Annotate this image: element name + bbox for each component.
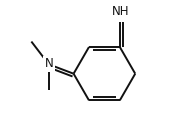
Text: N: N bbox=[44, 57, 53, 70]
Text: NH: NH bbox=[112, 5, 129, 18]
